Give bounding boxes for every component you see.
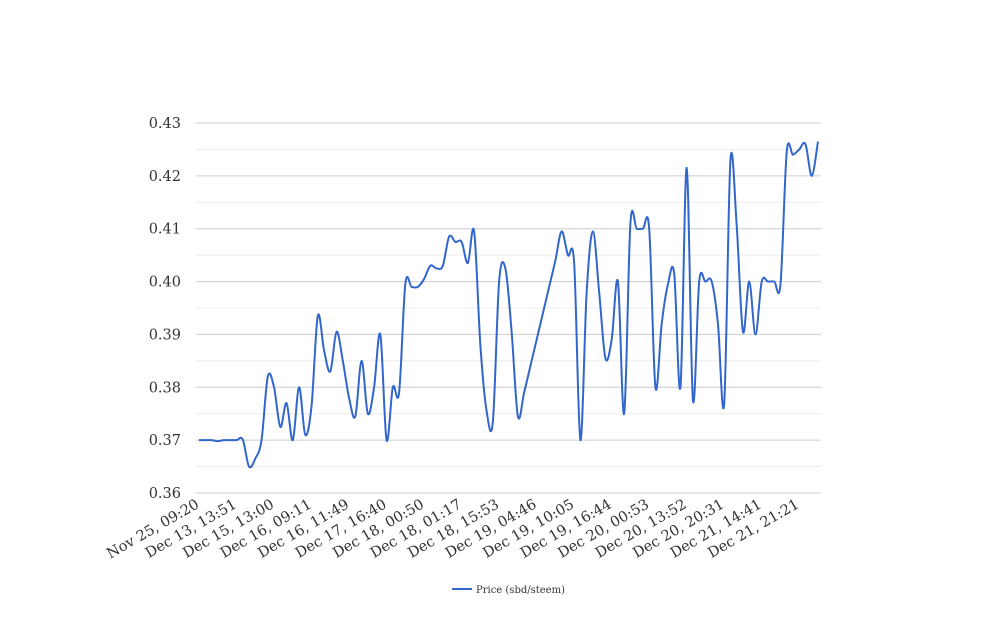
- y-tick-label: 0.39: [149, 327, 181, 343]
- y-tick-label: 0.37: [149, 433, 181, 449]
- y-tick-label: 0.36: [149, 486, 181, 502]
- series-line: [199, 141, 819, 469]
- series-layer: [199, 141, 819, 469]
- gridlines: [196, 122, 821, 494]
- y-tick-label: 0.41: [149, 222, 181, 238]
- legend-label: Price (sbd/steem): [476, 585, 565, 596]
- y-tick-label: 0.43: [149, 116, 181, 132]
- y-tick-label: 0.42: [149, 169, 181, 185]
- y-axis-ticks: 0.36 0.37 0.38 0.39 0.40 0.41 0.42 0.43: [149, 116, 181, 502]
- legend: Price (sbd/steem): [452, 585, 565, 596]
- y-tick-label: 0.38: [149, 380, 181, 396]
- y-tick-label: 0.40: [149, 275, 181, 291]
